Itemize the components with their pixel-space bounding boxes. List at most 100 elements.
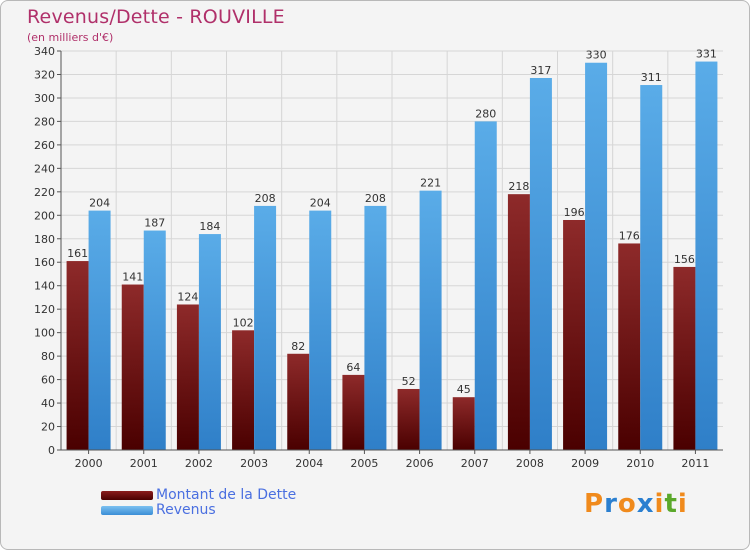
y-tick-label: 340: [34, 45, 55, 58]
bar-revenue: [474, 121, 497, 450]
value-label-debt: 196: [564, 206, 585, 219]
logo-letter: i: [677, 489, 688, 519]
bar-revenue: [419, 190, 442, 450]
value-label-debt: 218: [508, 180, 529, 193]
bar-debt: [121, 284, 144, 450]
value-label-debt: 156: [674, 253, 695, 266]
y-tick-label: 20: [41, 421, 55, 434]
logo-letter: r: [604, 489, 618, 519]
logo-letter: t: [664, 489, 678, 519]
x-tick-label: 2000: [75, 457, 103, 470]
value-label-revenue: 221: [420, 177, 441, 190]
logo-letter: o: [617, 489, 637, 519]
legend-swatch-revenue: [101, 505, 153, 515]
x-tick-label: 2001: [130, 457, 158, 470]
value-label-debt: 64: [346, 361, 360, 374]
value-label-revenue: 280: [475, 107, 496, 120]
bar-debt: [176, 304, 199, 450]
logo-letter: i: [654, 489, 665, 519]
legend-label-revenue: Revenus: [156, 502, 216, 518]
value-label-debt: 102: [233, 316, 254, 329]
value-label-revenue: 204: [89, 197, 110, 210]
bar-debt: [563, 219, 586, 450]
x-tick-label: 2011: [681, 457, 709, 470]
bar-debt: [232, 330, 255, 450]
x-tick-label: 2010: [626, 457, 654, 470]
value-label-revenue: 330: [586, 49, 607, 62]
value-label-revenue: 187: [144, 217, 165, 230]
legend: Montant de la Dette Revenus: [101, 488, 296, 518]
y-tick-label: 120: [34, 303, 55, 316]
value-label-debt: 176: [619, 229, 640, 242]
proxiti-logo: Proxiti: [584, 489, 688, 519]
y-tick-label: 0: [48, 444, 55, 457]
bar-revenue: [585, 62, 608, 451]
value-label-debt: 45: [457, 383, 471, 396]
bar-debt: [507, 194, 530, 450]
bars: [66, 61, 718, 451]
x-tick-label: 2004: [295, 457, 323, 470]
x-tick-label: 2003: [240, 457, 268, 470]
axes: 0 20 40 60 80 100 120 140 160 180 200 220 240 260 280 3…: [34, 45, 723, 470]
y-tick-label: 240: [34, 162, 55, 175]
y-tick-label: 160: [34, 256, 55, 269]
value-label-debt: 141: [122, 271, 143, 284]
bar-revenue: [254, 205, 277, 450]
x-tick-label: 2007: [461, 457, 489, 470]
value-label-debt: 52: [402, 375, 416, 388]
y-tick-label: 280: [34, 115, 55, 128]
y-tick-label: 320: [34, 68, 55, 81]
bar-revenue: [88, 210, 111, 450]
x-tick-label: 2002: [185, 457, 213, 470]
legend-item-revenue: Revenus: [101, 503, 296, 518]
value-label-debt: 161: [67, 247, 88, 260]
value-label-revenue: 311: [641, 71, 662, 84]
value-label-revenue: 184: [199, 220, 220, 233]
bar-revenue: [529, 77, 552, 450]
bar-revenue: [640, 85, 663, 451]
value-label-debt: 82: [291, 340, 305, 353]
y-tick-label: 180: [34, 233, 55, 246]
y-tick-label: 140: [34, 280, 55, 293]
legend-item-debt: Montant de la Dette: [101, 488, 296, 503]
chart-subtitle: (en milliers d'€): [27, 31, 114, 44]
bar-debt: [397, 388, 420, 450]
bar-debt: [452, 397, 475, 450]
grid-lines: [61, 50, 723, 451]
logo-letter: x: [636, 489, 655, 519]
x-tick-label: 2005: [350, 457, 378, 470]
bar-debt: [66, 261, 89, 450]
y-tick-label: 260: [34, 139, 55, 152]
value-label-revenue: 208: [255, 192, 276, 205]
bar-revenue: [143, 230, 166, 450]
y-tick-label: 200: [34, 209, 55, 222]
logo-letter: P: [584, 489, 605, 519]
x-tick-label: 2008: [516, 457, 544, 470]
x-tick-label: 2006: [406, 457, 434, 470]
bar-revenue: [364, 205, 387, 450]
value-label-revenue: 331: [696, 48, 717, 61]
bar-debt: [342, 374, 365, 450]
bar-revenue: [695, 61, 718, 450]
legend-swatch-debt: [101, 490, 153, 500]
value-label-debt: 124: [177, 290, 198, 303]
chart-title: Revenus/Dette - ROUVILLE: [27, 6, 285, 28]
value-label-revenue: 208: [365, 192, 386, 205]
value-label-revenue: 204: [310, 197, 331, 210]
bar-debt: [673, 266, 696, 450]
bar-revenue: [198, 234, 221, 450]
y-tick-label: 220: [34, 186, 55, 199]
bar-debt: [287, 353, 310, 450]
bar-revenue: [309, 210, 332, 450]
y-tick-label: 300: [34, 92, 55, 105]
bar-debt: [618, 243, 641, 450]
y-tick-label: 40: [41, 397, 55, 410]
y-tick-label: 80: [41, 350, 55, 363]
legend-label-debt: Montant de la Dette: [156, 487, 297, 503]
x-tick-label: 2009: [571, 457, 599, 470]
y-tick-label: 60: [41, 374, 55, 387]
value-labels: 161 204 141 187 124 184 102 208 82 204 64 208 52 221 4…: [67, 48, 717, 397]
y-tick-label: 100: [34, 327, 55, 340]
